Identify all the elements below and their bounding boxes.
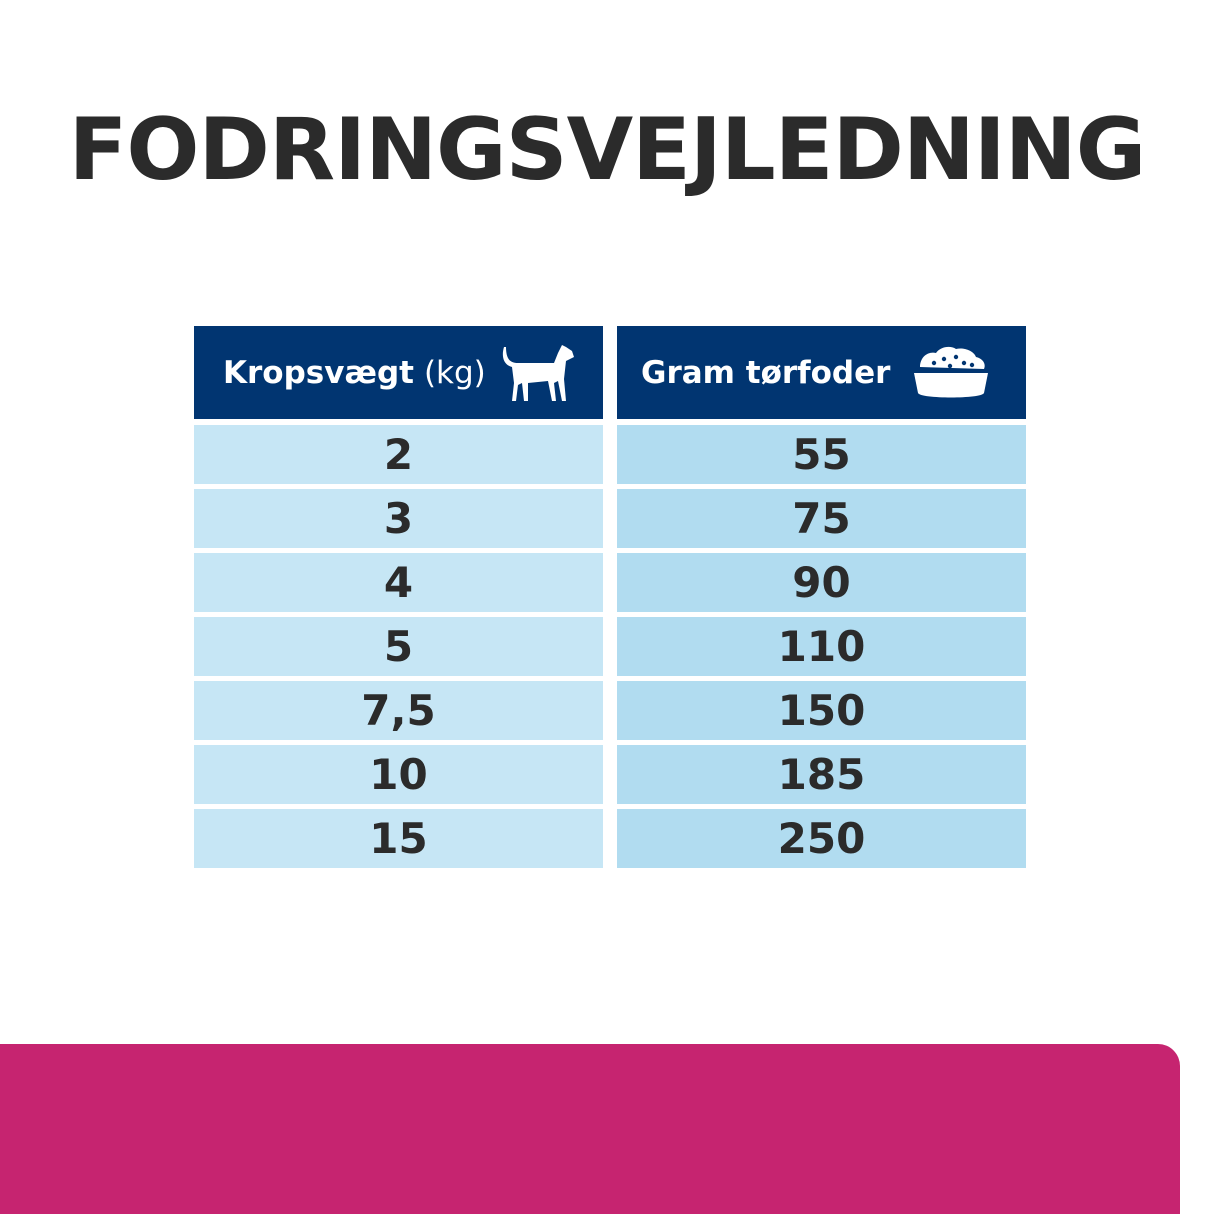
dog-icon bbox=[502, 344, 574, 401]
weight-cell: 4 bbox=[194, 553, 603, 612]
weight-cell: 15 bbox=[194, 809, 603, 868]
weight-cell: 3 bbox=[194, 489, 603, 548]
weight-header-unit: (kg) bbox=[423, 354, 486, 391]
grams-cell: 55 bbox=[617, 425, 1026, 484]
weight-header-label: Kropsvægt bbox=[223, 354, 414, 391]
weight-header: Kropsvægt (kg) bbox=[194, 326, 603, 419]
weight-cell: 5 bbox=[194, 617, 603, 676]
grams-cell: 90 bbox=[617, 553, 1026, 612]
page-title: FODRINGSVEJLEDNING bbox=[68, 100, 1147, 200]
food-bowl-icon bbox=[914, 346, 989, 397]
grams-cell: 150 bbox=[617, 681, 1026, 740]
weight-cell: 7,5 bbox=[194, 681, 603, 740]
grams-cell: 75 bbox=[617, 489, 1026, 548]
weight-cell: 10 bbox=[194, 745, 603, 804]
brand-color-band bbox=[0, 1044, 1180, 1214]
grams-cell: 250 bbox=[617, 809, 1026, 868]
grams-cell: 185 bbox=[617, 745, 1026, 804]
grams-header: Gram tørfoder bbox=[617, 326, 1026, 419]
grams-cell: 110 bbox=[617, 617, 1026, 676]
grams-header-label: Gram tørfoder bbox=[641, 354, 891, 391]
weight-cell: 2 bbox=[194, 425, 603, 484]
